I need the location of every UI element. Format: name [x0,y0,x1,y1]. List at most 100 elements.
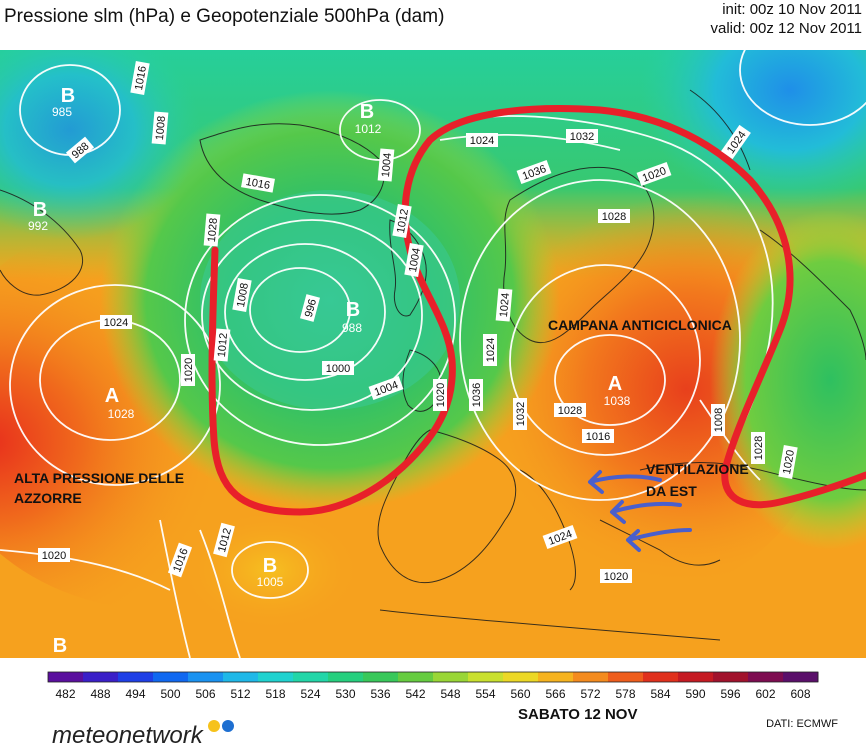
colorbar-tick-label: 560 [510,687,530,701]
colorbar-swatch [48,672,84,682]
svg-text:1020: 1020 [42,550,66,562]
center-value: 988 [342,321,362,335]
center-letter: B [61,85,75,107]
center-letter: A [105,385,119,407]
colorbar-tick-label: 506 [195,687,215,701]
isobars [0,50,866,658]
svg-text:1016: 1016 [586,431,610,443]
isobar-label: 1020 [38,548,70,562]
isobar-label: 1020 [181,354,195,386]
svg-text:1008: 1008 [713,408,725,432]
colorbar-swatch [643,672,679,682]
logo-dots-icon [208,720,234,732]
pressure-map: B 985 B 1012 B 992 B 988 A 1028 B 1005 A… [0,50,866,658]
isobar-label: 1032 [566,129,598,143]
center-value: 1012 [355,122,382,136]
svg-text:1008: 1008 [235,282,251,308]
svg-text:1028: 1028 [206,217,220,242]
colorbar-tick-label: 608 [790,687,810,701]
svg-text:1016: 1016 [133,65,149,91]
svg-text:1004: 1004 [407,247,423,273]
azzorre-label-line2: AZZORRE [14,490,82,506]
isobar-label: 1000 [322,361,354,375]
colorbar-swatch [223,672,259,682]
colorbar-swatch [783,672,819,682]
logo-dot-blue [222,720,234,732]
center-letter: B [53,635,67,657]
isobar-label: 996 [300,294,320,322]
colorbar-tick-label: 536 [370,687,390,701]
colorbar-tick-label: 572 [580,687,600,701]
isobar-label: 1016 [241,173,275,193]
isobar-label: 1024 [483,334,497,366]
isobar-label: 1008 [151,111,169,145]
isobar-label: 1028 [554,403,586,417]
colorbar-tick-label: 500 [160,687,180,701]
init-time: init: 00z 10 Nov 2011 [722,1,862,18]
colorbar-swatch [538,672,574,682]
isobar-label: 1012 [392,204,412,238]
campana-label: CAMPANA ANTICICLONICA [548,317,732,333]
colorbar-tick-label: 524 [300,687,320,701]
chart-title: Pressione slm (hPa) e Geopotenziale 500h… [4,6,445,27]
isobar-label: 1004 [377,148,395,182]
svg-text:1024: 1024 [104,317,128,329]
colorbar-tick-label: 602 [755,687,775,701]
isobar-label: 1024 [100,315,132,329]
colorbar-swatch [153,672,189,682]
svg-text:1020: 1020 [183,358,195,382]
colorbar-swatch [83,672,119,682]
isobar-label: 1012 [213,328,231,362]
colorbar-tick-label: 518 [265,687,285,701]
svg-text:1028: 1028 [753,436,765,460]
center-letter: B [360,101,374,123]
colorbar-tick-label: 512 [230,687,250,701]
isobar-label: 1020 [433,379,447,411]
isobar-label: 1028 [203,213,221,247]
run-time-info: init: 00z 10 Nov 2011 valid: 00z 12 Nov … [711,0,863,38]
colorbar-tick-label: 548 [440,687,460,701]
pressure-centers: B 985 B 1012 B 992 B 988 A 1028 B 1005 A… [28,85,631,657]
valid-time: valid: 00z 12 Nov 2011 [710,20,863,37]
svg-text:1020: 1020 [781,449,797,475]
ventilazione-label-line2: DA EST [646,483,697,499]
colorbar-tick-label: 566 [545,687,565,701]
anticyclone-outline [208,105,866,516]
colorbar-tick-label: 488 [90,687,110,701]
center-value: 1005 [257,575,284,589]
svg-text:1020: 1020 [435,383,447,407]
center-value: 1028 [108,407,135,421]
colorbar-swatch [468,672,504,682]
isobar-label: 1028 [598,209,630,223]
svg-text:1032: 1032 [570,131,594,143]
svg-text:1024: 1024 [498,292,512,317]
colorbar-swatch [503,672,539,682]
colorbar-swatch [328,672,364,682]
colorbar-tick-label: 596 [720,687,740,701]
svg-text:1000: 1000 [326,363,350,375]
colorbar-tick-label: 578 [615,687,635,701]
annotations: ALTA PRESSIONE DELLE AZZORRE CAMPANA ANT… [14,317,749,506]
colorbar-swatch [433,672,469,682]
colorbar-tick-label: 482 [55,687,75,701]
svg-text:1004: 1004 [380,152,394,177]
svg-text:1028: 1028 [558,405,582,417]
colorbar-tick-label: 542 [405,687,425,701]
colorbar-tick-label: 494 [125,687,145,701]
svg-text:1012: 1012 [395,208,411,234]
colorbar-swatch [258,672,294,682]
svg-text:1008: 1008 [154,115,168,140]
isobar-label: 1036 [469,379,483,411]
svg-text:1020: 1020 [604,571,628,583]
colorbar-tick-label: 590 [685,687,705,701]
meteonetwork-logo: meteonetwork [52,722,203,749]
colorbar-swatch [293,672,329,682]
center-letter: B [346,299,360,321]
isobar-label: 1032 [513,398,527,430]
colorbar-swatch [573,672,609,682]
center-value: 992 [28,219,48,233]
logo-dot-yellow [208,720,220,732]
isobar-label: 1016 [130,61,150,95]
wind-arrows [588,470,692,552]
isobar-label: 1016 [582,429,614,443]
